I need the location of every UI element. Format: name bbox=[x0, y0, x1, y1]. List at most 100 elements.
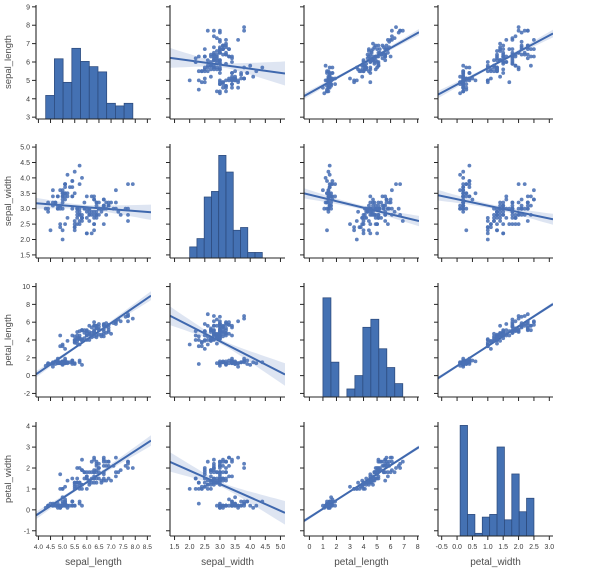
hist-bar bbox=[88, 66, 99, 119]
hist-bar bbox=[232, 229, 241, 258]
y-tick-label: -1 bbox=[24, 528, 30, 535]
x-tick-label: 5.0 bbox=[276, 544, 286, 551]
y-tick-label: 1.5 bbox=[20, 252, 30, 259]
hist-bar bbox=[189, 246, 198, 258]
x-tick-label: 2.0 bbox=[514, 544, 524, 551]
scatter-points bbox=[458, 163, 536, 242]
hist-bar bbox=[247, 252, 256, 258]
x-axis-label-petal_width: petal_width bbox=[470, 557, 521, 568]
scatter-points bbox=[43, 163, 135, 242]
y-tick-label: 4.0 bbox=[20, 175, 30, 182]
hist-bar bbox=[518, 511, 527, 536]
x-tick-label: 5.0 bbox=[58, 544, 67, 551]
scatter-points bbox=[458, 312, 536, 369]
panel-sepal_width-vs-sepal_length bbox=[36, 163, 151, 242]
regression-line bbox=[170, 314, 285, 376]
hist-bar bbox=[504, 519, 513, 536]
hist-bar bbox=[459, 425, 468, 536]
x-tick-label: 2 bbox=[335, 544, 339, 551]
hist-petal_length bbox=[322, 297, 404, 397]
x-tick-label: 3.5 bbox=[230, 544, 240, 551]
x-tick-label: 6 bbox=[389, 544, 393, 551]
scatter-points bbox=[187, 312, 265, 369]
hist-bar bbox=[62, 81, 73, 119]
hist-bar bbox=[511, 473, 520, 536]
x-tick-label: 1 bbox=[321, 544, 325, 551]
panel-axes bbox=[166, 5, 285, 123]
y-tick-label: 2 bbox=[26, 466, 30, 473]
x-axis-label-petal_length: petal_length bbox=[334, 557, 389, 568]
y-tick-label: 6 bbox=[26, 320, 30, 327]
hist-bar bbox=[71, 47, 81, 119]
x-tick-label: 3 bbox=[348, 544, 352, 551]
hist-bar bbox=[496, 446, 505, 536]
y-tick-label: 4 bbox=[26, 338, 30, 345]
panel-axes: -2 0 2 4 6 8 10 bbox=[22, 283, 151, 401]
panel-petal_width-vs-sepal_length bbox=[36, 435, 151, 520]
panel-axes: 3 4 5 6 7 8 9 bbox=[26, 4, 151, 123]
x-tick-label: 1.5 bbox=[498, 544, 508, 551]
x-tick-label: 7.5 bbox=[119, 544, 128, 551]
scatter-points bbox=[187, 455, 265, 510]
x-tick-label: 8 bbox=[416, 544, 420, 551]
x-tick-label: 1.0 bbox=[483, 544, 493, 551]
hist-bar bbox=[526, 497, 535, 536]
x-tick-label: 4.0 bbox=[245, 544, 255, 551]
hist-bar bbox=[322, 297, 332, 397]
y-axis-label-petal_length: petal_length bbox=[3, 314, 14, 366]
y-tick-label: 3.0 bbox=[20, 206, 30, 213]
panel-axes bbox=[166, 283, 285, 401]
hist-bar bbox=[394, 383, 404, 397]
hist-bar bbox=[489, 514, 498, 536]
x-tick-label: 5.5 bbox=[70, 544, 79, 551]
hist-bar bbox=[254, 252, 263, 258]
panel-sepal_length-vs-petal_width bbox=[438, 25, 553, 99]
x-tick-label: 1.5 bbox=[170, 544, 180, 551]
y-tick-label: 8 bbox=[26, 302, 30, 309]
y-axis-label-sepal_length: sepal_length bbox=[3, 35, 14, 89]
scatter-points bbox=[321, 163, 405, 242]
panel-petal_length-vs-sepal_length bbox=[36, 291, 151, 378]
hist-bar bbox=[196, 238, 205, 258]
panel-axes bbox=[300, 144, 419, 262]
y-tick-label: 9 bbox=[26, 4, 30, 11]
x-axis-label-sepal_width: sepal_width bbox=[201, 557, 254, 568]
regression-line bbox=[438, 194, 553, 221]
hist-bar bbox=[106, 102, 116, 119]
y-axis-label-sepal_width: sepal_width bbox=[3, 176, 14, 226]
hist-bar bbox=[54, 58, 64, 119]
x-tick-label: 7 bbox=[402, 544, 406, 551]
scatter-points bbox=[187, 25, 265, 96]
x-tick-label: 4.5 bbox=[260, 544, 270, 551]
x-tick-label: 6.5 bbox=[94, 544, 103, 551]
hist-bar bbox=[362, 326, 372, 397]
hist-bar bbox=[346, 388, 356, 397]
x-tick-label: 4 bbox=[362, 544, 366, 551]
x-tick-label: 7.0 bbox=[106, 544, 115, 551]
panel-axes: -0.5 0.0 0.5 1.0 1.5 2.0 2.5 3.0 bbox=[434, 422, 554, 551]
x-tick-label: 4.0 bbox=[34, 544, 43, 551]
y-tick-label: 0 bbox=[26, 507, 30, 514]
hist-petal_width bbox=[459, 425, 535, 536]
hist-bar bbox=[467, 514, 476, 536]
y-tick-label: 3.5 bbox=[20, 191, 30, 198]
hist-bar bbox=[240, 227, 249, 258]
regression-line bbox=[170, 460, 285, 514]
panel-axes: 1.5 2.0 2.5 3.0 3.5 4.0 4.5 5.0 bbox=[166, 422, 285, 551]
x-tick-label: 5 bbox=[375, 544, 379, 551]
panel-sepal_width-vs-petal_width bbox=[438, 163, 553, 242]
x-tick-label: -0.5 bbox=[436, 544, 448, 551]
panel-axes bbox=[434, 144, 553, 262]
y-tick-label: -2 bbox=[24, 391, 30, 398]
x-tick-label: 0 bbox=[307, 544, 311, 551]
x-tick-label: 0.5 bbox=[468, 544, 478, 551]
x-tick-label: 6.0 bbox=[82, 544, 91, 551]
y-tick-label: 6 bbox=[26, 60, 30, 67]
hist-sepal_width bbox=[189, 155, 263, 258]
regression-line bbox=[170, 56, 285, 75]
x-tick-label: 8.5 bbox=[143, 544, 152, 551]
panel-axes bbox=[434, 5, 553, 123]
y-tick-label: 0 bbox=[26, 373, 30, 380]
hist-bar bbox=[386, 367, 396, 397]
